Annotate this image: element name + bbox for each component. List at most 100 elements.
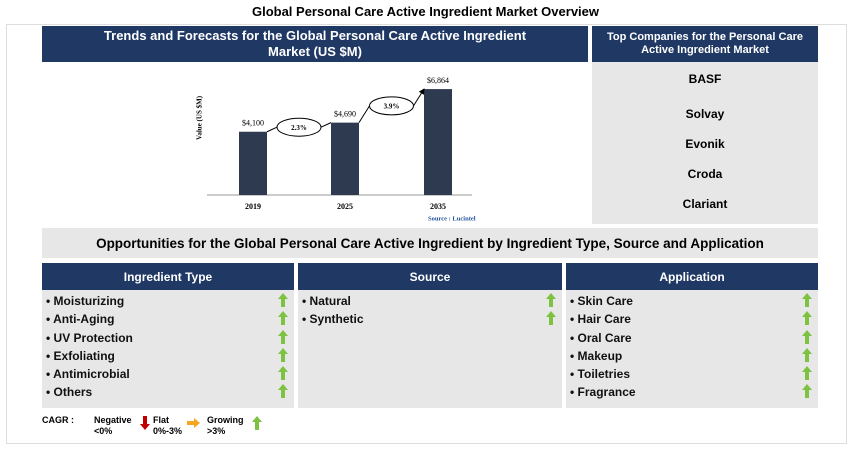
company: Solvay — [685, 107, 725, 121]
trend-arrow — [278, 384, 288, 398]
column-header: Application — [566, 263, 818, 290]
y-axis-label: Value (US $M) — [196, 95, 204, 140]
trend-arrow — [278, 311, 288, 325]
trend-arrow — [802, 366, 812, 380]
column-body: • Skin Care • Hair Care • Oral Care • Makeu… — [566, 290, 818, 408]
item-text: Synthetic — [309, 312, 364, 326]
company: Evonik — [685, 137, 725, 151]
chart: Value (US $M) 2019 $4,100 2025 $4,690 2035 $6,… — [196, 76, 476, 223]
item-text: Hair Care — [577, 312, 631, 326]
item: • Anti-Aging — [46, 312, 115, 326]
cagr-connector — [358, 105, 370, 123]
bar — [331, 122, 359, 195]
arrow-shape — [802, 366, 812, 380]
trend-arrow — [278, 366, 288, 380]
item-text: Antimicrobial — [53, 367, 130, 381]
item-text: Toiletries — [577, 367, 631, 381]
x-tick-label: 2025 — [337, 202, 353, 211]
item-text: Fragrance — [577, 385, 636, 399]
company: Croda — [687, 167, 723, 181]
item-text: Exfoliating — [53, 349, 115, 363]
arrow-shape — [278, 311, 288, 325]
cagr-connector — [413, 88, 425, 107]
companies-panel: Top Companies for the Personal Care Acti… — [592, 26, 818, 224]
bar — [424, 89, 452, 195]
item-text: Anti-Aging — [53, 312, 115, 326]
source: Source : Lucintel — [428, 215, 476, 222]
item: • Natural — [302, 294, 351, 308]
trend-arrow — [546, 293, 556, 307]
item: • Antimicrobial — [46, 367, 130, 381]
chart-title: Trends and Forecasts for the Global Pers… — [42, 26, 588, 62]
arrow-shape — [802, 348, 812, 362]
item-text: UV Protection — [53, 331, 133, 345]
legend-arrow — [140, 416, 150, 430]
column-header: Ingredient Type — [42, 263, 294, 290]
item-text: Natural — [309, 294, 351, 308]
arrow-shape — [802, 384, 812, 398]
arrow-shape — [252, 416, 262, 430]
column-body: • Moisturizing • Anti-Aging • UV Protectio… — [42, 290, 294, 408]
cagr-connector — [320, 122, 332, 128]
column-header: Source — [298, 263, 562, 290]
arrow-shape — [278, 366, 288, 380]
arrow-shape — [140, 416, 150, 430]
arrow-shape — [802, 330, 812, 344]
item-text: Oral Care — [577, 331, 632, 345]
trend-arrow — [546, 311, 556, 325]
companies-title: Top Companies for the Personal Care Acti… — [592, 26, 818, 62]
item: • Moisturizing — [46, 294, 125, 308]
page-title: Global Personal Care Active Ingredient M… — [251, 4, 600, 19]
legend-text: 0%-3% — [153, 426, 183, 436]
trend-arrow — [802, 293, 812, 307]
item: • Exfoliating — [46, 349, 115, 363]
legend-text: Negative — [94, 415, 132, 425]
arrow-shape — [278, 348, 288, 362]
item: • Fragrance — [570, 385, 636, 399]
legend-text: >3% — [207, 426, 226, 436]
value-label: $6,864 — [427, 76, 449, 85]
arrow-shape — [278, 384, 288, 398]
item: • Toiletries — [570, 367, 631, 381]
item-text: Moisturizing — [53, 294, 125, 308]
value-label: $4,690 — [334, 109, 356, 118]
legend-label: CAGR : — [42, 415, 74, 425]
cagr-label: 3.9% — [384, 102, 400, 110]
company: Clariant — [682, 197, 728, 211]
arrow-shape — [546, 311, 556, 325]
bar — [239, 131, 267, 195]
legend-arrow — [252, 416, 262, 430]
trend-arrow — [278, 293, 288, 307]
x-tick-label: 2035 — [430, 202, 446, 211]
cagr-label: 2.3% — [291, 124, 307, 132]
item: • Makeup — [570, 349, 623, 363]
item: • Synthetic — [302, 312, 364, 326]
arrow-shape — [802, 293, 812, 307]
frame — [6, 24, 847, 444]
opportunities-title: Opportunities for the Global Personal Ca… — [42, 228, 818, 258]
item: • Oral Care — [570, 331, 632, 345]
arrow-shape — [187, 418, 200, 428]
item: • Others — [46, 385, 93, 399]
cagr-bubble — [276, 117, 322, 137]
item-text: Makeup — [577, 349, 623, 363]
cagr-connector — [266, 126, 278, 133]
trend-arrow — [802, 330, 812, 344]
value-label: $4,100 — [242, 119, 264, 128]
trend-arrow — [802, 384, 812, 398]
item: • Hair Care — [570, 312, 631, 326]
company: BASF — [688, 72, 722, 86]
legend-text: <0% — [94, 426, 113, 436]
legend-text: Growing — [207, 415, 244, 425]
item-text: Skin Care — [577, 294, 633, 308]
x-tick-label: 2019 — [245, 202, 261, 211]
legend-text: Flat — [153, 415, 170, 425]
trend-arrow — [278, 348, 288, 362]
arrow-shape — [278, 293, 288, 307]
arrow-shape — [546, 293, 556, 307]
arrow-shape — [802, 311, 812, 325]
trend-arrow — [802, 311, 812, 325]
item: • UV Protection — [46, 331, 133, 345]
item-text: Others — [53, 385, 93, 399]
